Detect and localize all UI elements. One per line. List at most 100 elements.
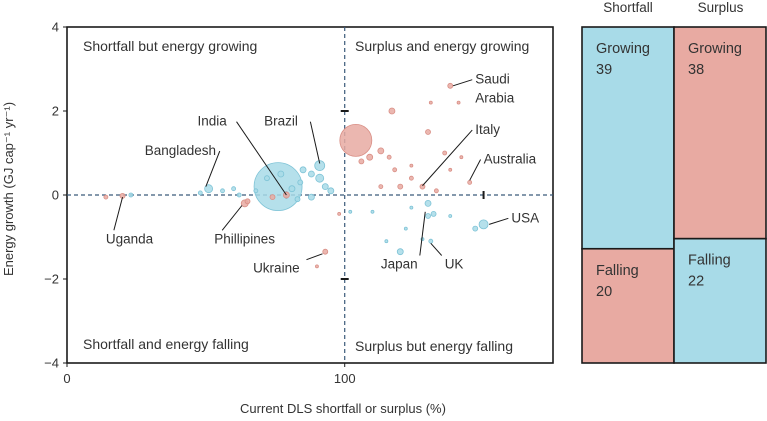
data-point [425,129,431,135]
data-point [315,173,325,183]
data-point [409,205,414,210]
mosaic-cell-value: 39 [596,62,612,78]
mosaic-cell-value: 38 [688,62,704,78]
quadrant-label-top-left: Shortfall but energy growing [83,38,257,54]
label-leader-line [205,150,221,187]
y-tick-label: −4 [44,356,59,371]
data-point [448,167,453,172]
data-point [253,162,303,212]
data-point [392,167,398,173]
mosaic-cell-label: Growing [596,41,650,57]
data-point [128,192,134,198]
data-point [366,153,374,161]
data-point [419,183,426,190]
mosaic-cell-label: Growing [688,41,742,57]
country-label: Bangladesh [145,143,216,158]
label-leader-line [113,196,124,231]
y-tick-label: 0 [52,188,59,203]
data-point [288,185,296,193]
data-point [378,184,384,190]
country-label: Phillipines [214,231,275,246]
x-axis-title: Current DLS shortfall or surplus (%) [240,401,446,416]
data-point [204,184,214,194]
data-point [297,179,304,186]
data-point [231,186,237,192]
country-label: UK [445,257,464,272]
data-point [269,194,276,201]
country-label: India [198,114,228,129]
country-label: Arabia [475,91,515,106]
data-point [103,194,109,200]
data-point [348,209,353,214]
label-leader-line [236,121,287,196]
data-point [197,190,203,196]
label-leader-line [452,79,473,87]
data-point [456,100,461,105]
data-point [358,158,365,165]
mosaic-cell [673,26,767,240]
country-label: Uganda [106,231,154,246]
data-point [236,192,242,198]
mosaic-cell [581,247,675,364]
data-point [447,82,454,89]
data-point [321,183,329,191]
data-point [448,214,453,218]
mosaic-column-header: Surplus [698,0,744,15]
country-label: Brazil [264,114,298,129]
label-leader-line [488,217,509,225]
data-point [277,170,285,178]
country-label: Australia [484,152,537,167]
data-point [425,213,431,219]
label-leader-line [419,211,426,256]
mosaic-column-header: Shortfall [603,0,653,15]
label-leader-line [430,242,443,256]
data-point [388,107,396,115]
data-point [478,219,489,230]
country-label: Saudi [475,72,510,87]
mosaic-cell-value: 22 [688,274,704,290]
label-leader-line [306,253,323,261]
data-point [442,150,448,156]
mosaic-cell [581,26,675,250]
quadrant-label-bottom-right: Surplus but energy falling [355,338,513,354]
data-point [339,123,373,157]
data-point [244,198,251,205]
data-point [430,210,437,217]
label-leader-line [422,129,473,187]
country-label: Japan [381,257,418,272]
data-point [377,147,385,155]
label-leader-line [309,121,321,164]
mosaic-plot: Shortfall Surplus Growing 39 Falling 20 Growin… [581,0,767,364]
data-point [386,154,392,160]
label-leader-line [221,205,243,231]
country-label: USA [511,210,539,225]
mosaic-cell [673,237,767,364]
data-point [428,100,433,105]
data-point [433,188,439,194]
data-point [220,188,225,194]
x-tick-label: 100 [334,371,356,386]
data-point [337,211,342,216]
data-point [294,196,301,203]
data-point [424,199,432,207]
data-point [428,238,434,244]
data-point [396,248,404,256]
data-point [397,183,404,190]
country-label: Ukraine [253,261,300,276]
country-label: Italy [475,122,500,137]
scatter-plot: 4 2 0 −2 −4 0 100 Current DLS shortfall or surp… [1,20,554,416]
data-point [315,264,319,269]
data-point [314,160,326,172]
data-point [264,175,270,182]
data-point [472,225,479,232]
y-tick-label: 2 [52,104,59,119]
data-point [327,187,335,195]
quadrant-label-top-right: Surplus and energy growing [355,38,529,54]
data-point [467,179,473,185]
data-point [403,226,408,231]
data-point [299,166,307,174]
y-tick-label: −2 [44,272,59,287]
data-point [408,175,414,181]
label-leader-line [469,159,482,181]
